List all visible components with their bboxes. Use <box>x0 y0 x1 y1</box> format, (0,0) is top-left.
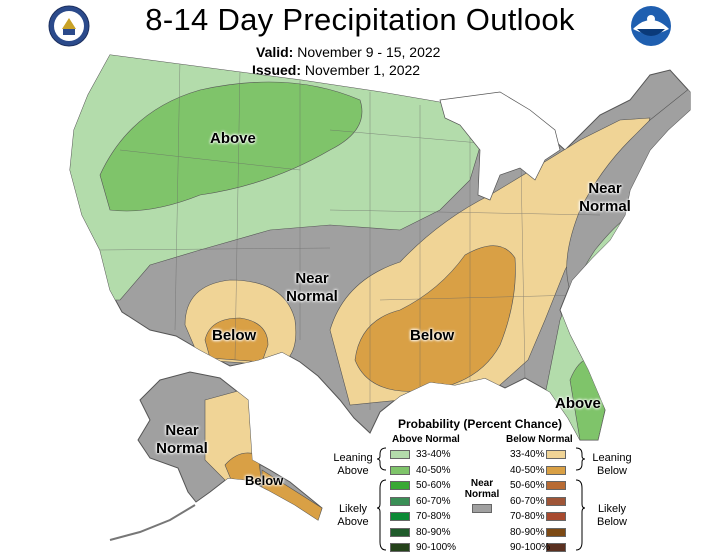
issued-value: November 1, 2022 <box>304 62 421 78</box>
label-near-normal-alaska-line1: Near <box>165 422 199 439</box>
label-near-normal-alaska: Near Normal <box>152 422 212 458</box>
aleutian-islands <box>109 504 196 541</box>
legend-below-swatch <box>546 527 566 537</box>
label-near-normal-center-line2: Normal <box>286 288 338 305</box>
alaska-below-40-50 <box>224 452 263 486</box>
legend-below-swatch <box>546 543 566 552</box>
legend-leaning-above-line1: Leaning <box>333 452 373 464</box>
legend-leaning-above-line2: Above <box>337 465 369 477</box>
legend-near-normal-line1: Near <box>470 478 494 489</box>
legend-below-range-label: 33-40% <box>510 449 545 460</box>
legend-below-header: Below Normal <box>506 434 573 445</box>
legend-above-range-label: 90-100% <box>416 542 457 553</box>
valid-label: Valid: <box>256 44 294 60</box>
legend-above-header: Above Normal <box>392 434 460 445</box>
legend-above-swatch <box>390 496 410 506</box>
legend-below-range-label: 70-80% <box>510 511 545 522</box>
commerce-seal-logo <box>48 5 90 47</box>
label-above-north: Above <box>210 130 256 147</box>
legend-above-swatch <box>390 450 410 459</box>
legend-below-swatch <box>546 512 566 521</box>
legend-below-range-label: 50-60% <box>510 480 545 491</box>
legend-below-range-label: 90-100% <box>510 542 551 553</box>
legend-above-range-label: 80-90% <box>416 526 451 538</box>
legend-near-normal-label: Near Normal <box>462 478 502 500</box>
label-near-normal-northeast-line1: Near <box>588 180 622 197</box>
issued-label: Issued: <box>252 62 302 78</box>
legend-above-range-label: 70-80% <box>416 511 451 522</box>
legend-leaning-below-line2: Below <box>597 465 627 477</box>
label-below-southwest: Below <box>212 327 257 344</box>
legend-near-normal-line2: Normal <box>464 489 500 500</box>
legend-leaning-below-line1: Leaning <box>592 452 632 464</box>
legend-above-swatch <box>390 512 410 521</box>
legend-above-swatch <box>390 465 410 475</box>
legend-below-range-label: 60-70% <box>510 495 545 507</box>
label-below-alaska: Below <box>245 473 284 488</box>
valid-value: November 9 - 15, 2022 <box>297 44 441 60</box>
legend-above-swatch <box>390 527 410 537</box>
legend-above-range-label: 33-40% <box>416 449 451 460</box>
label-near-normal-northeast-line2: Normal <box>579 198 631 215</box>
legend-below-range-label: 80-90% <box>510 526 545 538</box>
legend-above-braces <box>376 447 387 551</box>
label-near-normal-center: Near Normal <box>282 270 342 306</box>
legend-above-swatch <box>390 543 410 552</box>
legend-above-swatch <box>390 481 410 490</box>
page-title: 8-14 Day Precipitation Outlook <box>145 2 575 37</box>
legend-title: Probability (Percent Chance) <box>398 417 563 431</box>
legend-above-range-label: 60-70% <box>416 495 451 507</box>
legend-leaning-below: Leaning Below <box>585 452 639 478</box>
legend-above-range-label: 40-50% <box>416 464 451 476</box>
legend-above-range-label: 50-60% <box>416 480 451 491</box>
legend-likely-below-line1: Likely <box>597 503 627 515</box>
legend-near-normal-swatch <box>472 504 492 513</box>
issued-line: Issued: November 1, 2022 <box>252 62 420 78</box>
noaa-logo <box>630 5 672 47</box>
legend-below-swatch <box>546 481 566 490</box>
legend-likely-below-line2: Below <box>597 516 627 528</box>
legend-leaning-above: Leaning Above <box>326 452 380 478</box>
legend-likely-above-line1: Likely <box>338 503 368 515</box>
alaska-panhandle-below <box>261 469 322 520</box>
above-40-50-region <box>99 81 363 212</box>
valid-line: Valid: November 9 - 15, 2022 <box>256 44 440 60</box>
label-near-normal-alaska-line2: Normal <box>156 440 208 457</box>
legend-below-range-label: 40-50% <box>510 464 545 476</box>
below-southwest-40-50 <box>204 317 269 363</box>
label-near-normal-center-line1: Near <box>295 270 329 287</box>
legend-below-braces <box>575 447 586 551</box>
label-near-normal-northeast: Near Normal <box>575 180 635 216</box>
label-below-south: Below <box>410 327 455 344</box>
legend-likely-below: Likely Below <box>585 503 639 529</box>
legend-below-swatch <box>546 450 566 459</box>
legend-below-swatch <box>546 465 566 475</box>
label-above-florida: Above <box>555 395 601 412</box>
legend-below-swatch <box>546 496 566 506</box>
great-lakes <box>439 91 561 201</box>
legend-likely-above-line2: Above <box>337 516 369 528</box>
legend-likely-above: Likely Above <box>326 503 380 529</box>
